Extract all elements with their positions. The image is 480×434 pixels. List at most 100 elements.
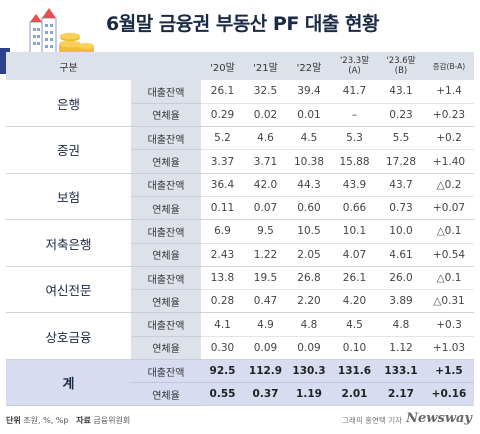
metric-loan-balance: 대출잔액: [131, 173, 201, 197]
category-label: 상호금융: [6, 312, 131, 361]
table-cell: +0.07: [424, 196, 474, 221]
unit-value: 조원, %, %p: [23, 416, 69, 425]
table-cell: 4.6: [244, 126, 287, 151]
table-row: 연체율 0.29 0.02 0.01–0.23 +0.23: [6, 103, 474, 128]
metric-loan-balance: 대출잔액: [131, 219, 201, 244]
table-cell: 4.07: [331, 243, 378, 267]
pf-loan-table: 구분 '20말 '21말 '22말 '23.3말 (A) '23.6말 (B) …: [6, 52, 474, 407]
table-row: 증권 대출잔액 5.2 4.6 4.5 5.3 5.5 +0.2: [6, 126, 474, 174]
table-cell: 0.47: [244, 289, 287, 314]
table-cell: 26.8: [287, 266, 331, 291]
table-cell: 2.20: [287, 289, 331, 314]
table-cell: 0.30: [201, 336, 244, 361]
table-cell: 41.7: [331, 80, 378, 104]
table-row: 여신전문 대출잔액 13.8 19.5 26.8 26.1 26.0 △0.1: [6, 266, 474, 314]
table-cell: △0.1: [424, 219, 474, 244]
table-cell: 4.61: [378, 243, 424, 267]
table-cell: +1.5: [424, 359, 474, 384]
table-cell: 133.1: [378, 359, 424, 384]
table-cell: 112.9: [244, 359, 287, 384]
table-cell: 0.29: [201, 103, 244, 128]
table-row: 은행 대출잔액 26.1 32.5 39.4 41.7 43.1 +1.4: [6, 80, 474, 128]
table-cell: 0.07: [244, 196, 287, 221]
table-cell: 43.7: [378, 173, 424, 197]
table-cell: 130.3: [287, 359, 331, 384]
table-cell: 0.66: [331, 196, 378, 221]
table-cell: 13.8: [201, 266, 244, 291]
table-cell: 131.6: [331, 359, 378, 384]
table-cell: 4.8: [378, 312, 424, 337]
page-title: 6월말 금융권 부동산 PF 대출 현황: [106, 13, 379, 35]
table-cell: 26.1: [331, 266, 378, 291]
table-cell: 10.5: [287, 219, 331, 244]
table-cell: 4.5: [287, 126, 331, 151]
header-2023-03: '23.3말 (A): [339, 56, 370, 76]
source-label: 자료: [76, 416, 91, 425]
header-2022: '22말: [296, 62, 322, 74]
table-cell: 1.22: [244, 243, 287, 267]
table-cell: 2.17: [378, 382, 424, 407]
unit-and-source: 단위 조원, %, %p 자료 금융위원회: [6, 415, 130, 426]
table-cell: 4.8: [287, 312, 331, 337]
source-value: 금융위원회: [93, 416, 131, 425]
metric-delinquency-rate: 연체율: [131, 336, 201, 361]
table-cell: 4.9: [244, 312, 287, 337]
table-cell: 1.12: [378, 336, 424, 361]
category-label: 증권: [6, 126, 131, 174]
table-cell: 17.28: [378, 149, 424, 174]
table-cell: 3.89: [378, 289, 424, 314]
table-cell: 19.5: [244, 266, 287, 291]
header: 6월말 금융권 부동산 PF 대출 현황: [0, 0, 480, 74]
table-cell: 4.5: [331, 312, 378, 337]
hand-holding-buildings-and-coins-icon: [0, 8, 94, 74]
newsway-logo: Newsway: [406, 411, 472, 426]
category-label: 저축은행: [6, 219, 131, 267]
table-row: 연체율 2.43 1.22 2.05 4.07 4.61 +0.54: [6, 243, 474, 267]
metric-loan-balance: 대출잔액: [131, 359, 201, 384]
table-cell: 0.23: [378, 103, 424, 128]
table-cell: 3.37: [201, 149, 244, 174]
metric-loan-balance: 대출잔액: [131, 266, 201, 291]
table-cell: △0.1: [424, 266, 474, 291]
table-cell: 26.1: [201, 80, 244, 104]
table-cell: 5.3: [331, 126, 378, 151]
table-cell: 15.88: [331, 149, 378, 174]
table-cell: 36.4: [201, 173, 244, 197]
table-row: 연체율 0.30 0.09 0.09 0.10 1.12 +1.03: [6, 336, 474, 361]
category-label: 계: [6, 359, 131, 407]
metric-delinquency-rate: 연체율: [131, 149, 201, 174]
metric-delinquency-rate: 연체율: [131, 289, 201, 314]
metric-loan-balance: 대출잔액: [131, 80, 201, 104]
table-cell: 92.5: [201, 359, 244, 384]
table-cell: 4.1: [201, 312, 244, 337]
table-cell: 0.11: [201, 196, 244, 221]
table-cell: 2.43: [201, 243, 244, 267]
table-cell: 0.02: [244, 103, 287, 128]
table-cell: 5.2: [201, 126, 244, 151]
header-change: 증감(B-A): [432, 61, 466, 71]
unit-label: 단위: [6, 416, 21, 425]
table-row: 계 대출잔액 92.5 112.9 130.3 131.6 133.1 +1.5: [6, 359, 474, 407]
metric-delinquency-rate: 연체율: [131, 382, 201, 407]
metric-delinquency-rate: 연체율: [131, 196, 201, 221]
table-row: 연체율 0.11 0.07 0.60 0.66 0.73 +0.07: [6, 196, 474, 221]
table-row: 연체율 0.28 0.47 2.20 4.20 3.89 △0.31: [6, 289, 474, 314]
footer: 단위 조원, %, %p 자료 금융위원회 그래픽 홍연택 기자 Newsway: [0, 410, 480, 434]
table-cell: 10.38: [287, 149, 331, 174]
table-cell: 1.19: [287, 382, 331, 407]
table-cell: +0.54: [424, 243, 474, 267]
table-cell: 39.4: [287, 80, 331, 104]
header-2020: '20말: [210, 62, 235, 74]
table-cell: 0.60: [287, 196, 331, 221]
table-header-row: 구분 '20말 '21말 '22말 '23.3말 (A) '23.6말 (B) …: [6, 52, 474, 80]
header-2023-06: '23.6말 (B): [386, 56, 416, 76]
category-label: 보험: [6, 173, 131, 221]
category-label: 여신전문: [6, 266, 131, 314]
header-metric: [131, 52, 201, 80]
table-cell: +0.16: [424, 382, 474, 407]
table-cell: +0.23: [424, 103, 474, 128]
graphic-credit: 그래픽 홍연택 기자: [342, 416, 402, 425]
table-cell: 4.20: [331, 289, 378, 314]
table-cell: 2.01: [331, 382, 378, 407]
table-cell: 0.10: [331, 336, 378, 361]
